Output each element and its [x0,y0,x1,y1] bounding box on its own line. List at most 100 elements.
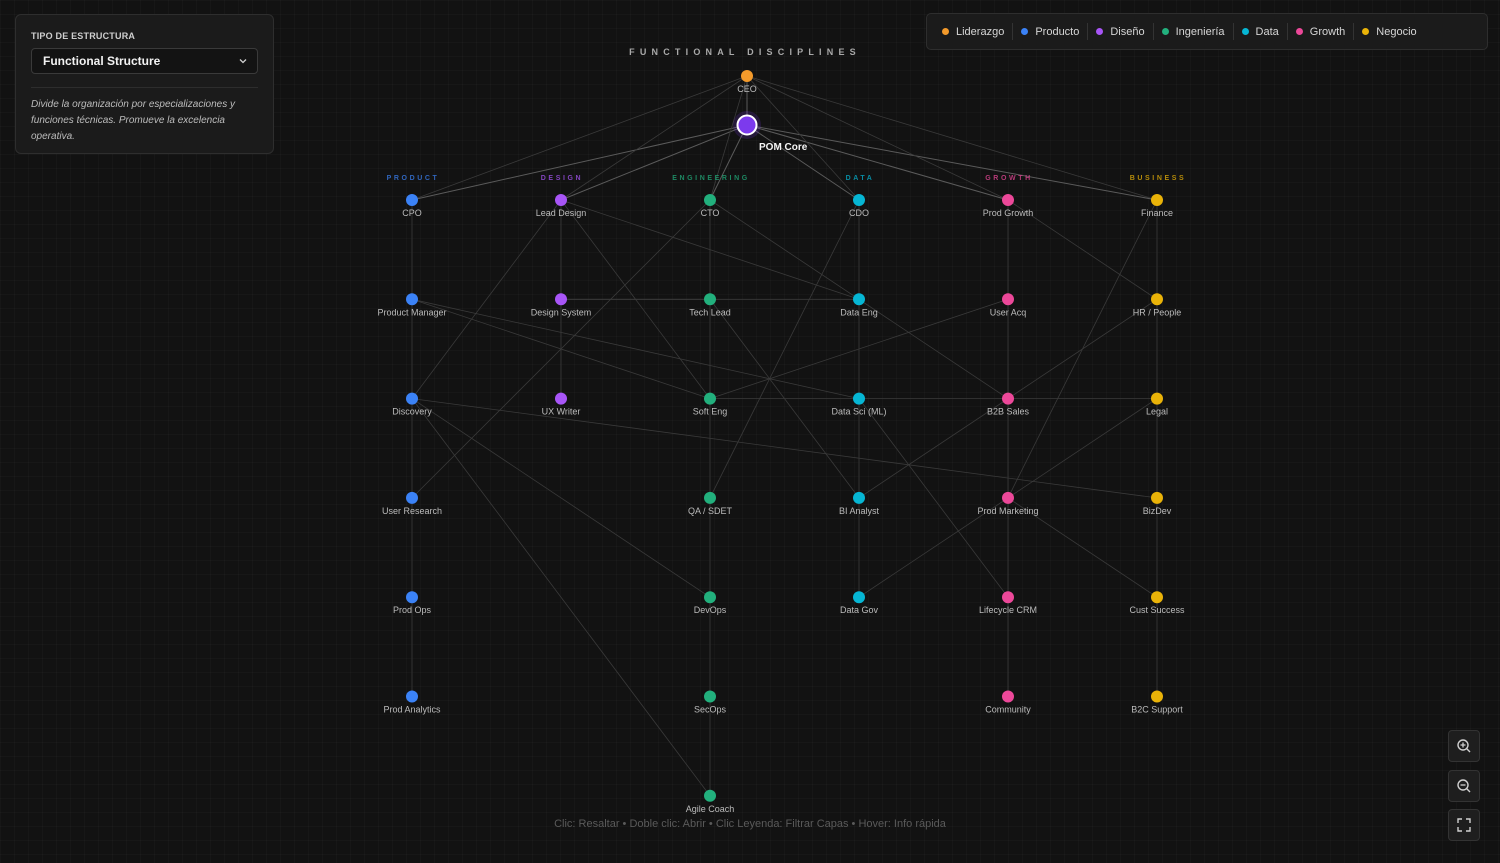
node-dot [406,293,418,306]
node-ceo[interactable]: CEO [737,70,757,94]
diagram-title: FUNCTIONAL DISCIPLINES [629,47,861,57]
node-dot [406,591,418,604]
node-data-gov[interactable]: Data Gov [840,591,879,615]
node-label: Data Sci (ML) [831,407,886,417]
node-finance[interactable]: Finance [1141,194,1173,218]
node-design-system[interactable]: Design System [531,293,592,317]
node-dot [1151,491,1163,504]
node-label: BizDev [1143,506,1172,516]
node-prod-growth[interactable]: Prod Growth [983,194,1034,218]
node-b2c-support[interactable]: B2C Support [1131,690,1183,715]
edge [411,398,1158,499]
edge [1007,497,1158,598]
node-dot [704,194,716,206]
node-cpo[interactable]: CPO [402,194,422,218]
node-user-acq[interactable]: User Acq [990,293,1027,317]
node-label: Lead Design [536,208,587,218]
node-user-research[interactable]: User Research [382,491,442,516]
node-product-manager[interactable]: Product Manager [377,293,447,317]
column-title-business: BUSINESS [1130,175,1187,182]
legend-item-data[interactable]: Data [1236,26,1285,38]
legend-item-diseno[interactable]: Diseño [1090,26,1150,38]
node-label: CPO [402,208,422,218]
structure-description: Divide la organización por especializaci… [31,99,235,142]
legend-label: Liderazgo [956,25,1005,38]
node-data-sci-ml[interactable]: Data Sci (ML) [831,392,887,417]
node-bi-analyst[interactable]: BI Analyst [839,491,880,516]
edge [560,75,748,201]
node-bizdev[interactable]: BizDev [1143,491,1172,516]
legend-dot [1021,28,1029,35]
legend-item-liderazgo[interactable]: Liderazgo [936,26,1010,38]
edge [411,199,562,399]
node-qa-sdet[interactable]: QA / SDET [688,491,733,516]
zoom-out-icon [1457,779,1471,793]
node-label: POM Core [759,142,808,153]
legend-item-ingenieria[interactable]: Ingeniería [1156,26,1231,38]
node-dot [853,194,865,206]
edge [858,398,1009,598]
node-label: B2C Support [1131,705,1183,715]
node-label: BI Analyst [839,506,880,516]
zoom-out-button[interactable] [1448,770,1480,802]
node-tech-lead[interactable]: Tech Lead [689,293,731,317]
edge [746,75,860,201]
node-label: User Research [382,506,442,516]
node-label: Finance [1141,208,1173,218]
node-b2b-sales[interactable]: B2B Sales [987,392,1030,417]
edge [560,199,860,300]
edge [746,75,1158,201]
fullscreen-button[interactable] [1448,809,1480,841]
node-agile-coach[interactable]: Agile Coach [686,789,735,814]
node-soft-eng[interactable]: Soft Eng [693,392,728,417]
node-prod-ops[interactable]: Prod Ops [393,591,432,615]
legend-item-negocio[interactable]: Negocio [1356,26,1422,38]
edge [709,124,748,201]
edge [411,75,748,201]
node-discovery[interactable]: Discovery [392,392,432,417]
edge [709,298,1009,399]
node-label: UX Writer [542,407,581,417]
node-label: Data Eng [840,307,878,317]
node-data-eng[interactable]: Data Eng [840,293,878,317]
node-cto[interactable]: CTO [701,194,720,218]
structure-type-select[interactable]: Functional Structure [31,48,258,74]
node-devops[interactable]: DevOps [694,591,727,615]
node-ux-writer[interactable]: UX Writer [542,392,581,417]
node-dot [406,491,418,504]
node-label: Prod Ops [393,605,432,615]
node-prod-marketing[interactable]: Prod Marketing [977,491,1039,516]
node-hr-people[interactable]: HR / People [1133,293,1182,317]
node-dot [853,293,865,306]
node-label: CEO [737,84,757,94]
node-dot [555,293,567,306]
chevron-down-icon [239,59,247,64]
node-label: Data Gov [840,605,879,615]
legend-label: Data [1255,25,1279,38]
node-lead-design[interactable]: Lead Design [536,194,587,218]
node-dot [704,293,716,306]
legend-item-growth[interactable]: Growth [1290,26,1351,38]
node-cdo[interactable]: CDO [849,194,869,218]
node-lifecycle-crm[interactable]: Lifecycle CRM [979,591,1037,615]
legend-dot [1161,28,1169,35]
node-secops[interactable]: SecOps [694,690,727,715]
legend-label: Producto [1035,25,1080,38]
node-dot [704,789,716,802]
node-pom-core[interactable]: POM Core [733,111,808,153]
node-label: Discovery [392,407,432,417]
column-title-data: DATA [846,175,875,182]
node-label: Design System [531,307,592,317]
legend-divider [1152,23,1154,40]
node-cust-success[interactable]: Cust Success [1129,591,1185,615]
legend-divider [1012,23,1014,40]
zoom-in-button[interactable] [1448,730,1480,762]
node-prod-analytics[interactable]: Prod Analytics [383,690,441,715]
edge [411,398,711,797]
node-community[interactable]: Community [985,690,1031,715]
node-legal[interactable]: Legal [1146,392,1168,417]
legend-item-producto[interactable]: Producto [1015,26,1085,38]
edge [560,124,748,201]
structure-type-value: Functional Structure [43,54,161,68]
